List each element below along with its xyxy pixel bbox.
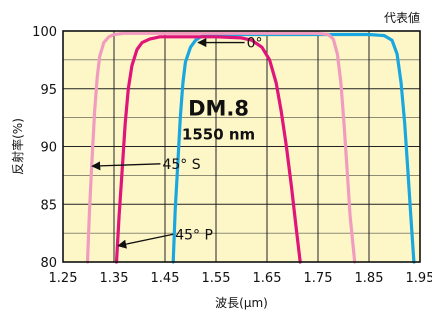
chart-title: DM.8 bbox=[188, 96, 249, 120]
x-tick-label: 1.75 bbox=[304, 271, 333, 286]
plot-frame bbox=[62, 30, 421, 263]
chart-subtitle: 1550 nm bbox=[182, 126, 255, 144]
y-tick-label: 85 bbox=[40, 198, 57, 213]
y-tick-label: 100 bbox=[32, 25, 57, 40]
x-tick-label: 1.95 bbox=[406, 271, 432, 286]
series-line-1 bbox=[114, 35, 302, 264]
x-tick-label: 1.25 bbox=[49, 271, 78, 286]
x-tick-label: 1.65 bbox=[253, 271, 282, 286]
annotation-arrow bbox=[91, 161, 161, 171]
y-axis-label: 反射率(%) bbox=[10, 118, 25, 175]
corner-note: 代表値 bbox=[384, 10, 420, 25]
y-tick-label: 80 bbox=[40, 256, 57, 271]
x-tick-label: 1.85 bbox=[355, 271, 384, 286]
y-tick-label: 95 bbox=[40, 83, 57, 98]
annotation-label: 0° bbox=[247, 36, 263, 52]
x-tick-label: 1.55 bbox=[202, 271, 231, 286]
series-line-2 bbox=[85, 31, 357, 264]
x-tick-label: 1.35 bbox=[100, 271, 129, 286]
annotation-label: 45° P bbox=[175, 227, 213, 243]
annotation-label: 45° S bbox=[162, 157, 200, 173]
annotation-arrow bbox=[117, 233, 174, 249]
x-axis-label: 波長(µm) bbox=[215, 296, 268, 310]
y-tick-label: 90 bbox=[40, 141, 57, 156]
x-tick-label: 1.45 bbox=[151, 271, 180, 286]
